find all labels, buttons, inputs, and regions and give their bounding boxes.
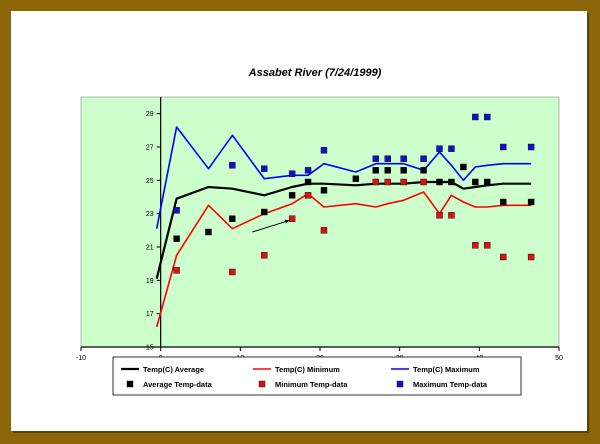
- legend-label-temp-c-minimum: Temp(C) Minimum: [275, 365, 340, 374]
- point-maximum-temp-data: [229, 162, 236, 169]
- point-average-temp-data: [352, 175, 360, 182]
- point-minimum-temp-data: [384, 178, 391, 186]
- point-average-temp-data: [527, 198, 535, 206]
- plot-background: [80, 96, 560, 348]
- point-minimum-temp-data: [420, 178, 427, 186]
- point-minimum-temp-data: [400, 178, 407, 186]
- point-minimum-temp-data: [484, 242, 491, 249]
- point-maximum-temp-data: [261, 165, 268, 172]
- point-average-temp-data: [320, 187, 328, 194]
- point-maximum-temp-data: [288, 170, 296, 177]
- point-average-temp-data: [460, 163, 467, 171]
- point-average-temp-data: [500, 198, 507, 206]
- legend-label-minimum-temp-data: Minimum Temp-data: [275, 380, 348, 389]
- x-tick-label: 50: [555, 355, 563, 362]
- point-average-temp-data: [173, 235, 180, 242]
- legend-label-maximum-temp-data: Maximum Temp-data: [413, 380, 488, 389]
- annotation-arrow: [252, 219, 290, 233]
- point-average-temp-data: [472, 178, 479, 186]
- point-average-temp-data: [436, 178, 443, 186]
- point-average-temp-data: [420, 167, 427, 174]
- legend-label-temp-c-average: Temp(C) Average: [143, 365, 204, 374]
- point-maximum-temp-data: [320, 147, 328, 154]
- point-average-temp-data: [448, 178, 455, 186]
- point-minimum-temp-data: [436, 212, 443, 219]
- legend-swatch-average-temp-data: [126, 380, 134, 388]
- point-maximum-temp-data: [527, 143, 535, 151]
- point-minimum-temp-data: [320, 227, 328, 234]
- point-minimum-temp-data: [448, 212, 455, 219]
- legend-swatch-minimum-temp-data: [258, 380, 266, 388]
- y-tick-label: 23: [146, 211, 154, 218]
- point-minimum-temp-data: [288, 215, 296, 222]
- point-minimum-temp-data: [472, 242, 479, 249]
- point-maximum-temp-data: [173, 207, 180, 214]
- y-tick-label: 21: [146, 245, 154, 252]
- point-maximum-temp-data: [436, 145, 443, 152]
- chart-svg: Assabet River (7/24/1999) 15 17 19 21 23 25 27…: [76, 67, 563, 396]
- x-tick-label: -10: [76, 355, 86, 362]
- point-maximum-temp-data: [400, 155, 407, 162]
- y-tick-label: 19: [146, 278, 154, 285]
- point-average-temp-data: [205, 228, 212, 236]
- point-maximum-temp-data: [304, 167, 312, 174]
- series-line-temp-c-maximum: [155, 126, 532, 229]
- legend-swatch-maximum-temp-data: [396, 380, 404, 388]
- point-minimum-temp-data: [173, 267, 180, 274]
- point-minimum-temp-data: [500, 253, 507, 261]
- y-tick-label: 27: [146, 145, 154, 152]
- legend-box: [112, 356, 522, 396]
- point-maximum-temp-data: [500, 143, 507, 151]
- point-average-temp-data: [304, 178, 312, 186]
- point-maximum-temp-data: [372, 155, 379, 162]
- point-minimum-temp-data: [304, 192, 312, 199]
- annotation-arrowhead: [284, 219, 290, 224]
- point-average-temp-data: [372, 167, 379, 174]
- series-line-temp-c-minimum: [155, 191, 532, 328]
- point-maximum-temp-data: [384, 155, 391, 162]
- point-maximum-temp-data: [420, 155, 427, 162]
- point-minimum-temp-data: [527, 253, 535, 261]
- point-maximum-temp-data: [484, 113, 491, 121]
- y-tick-label: 25: [146, 178, 154, 185]
- chart-area: Assabet River (7/24/1999) 15 17 19 21 23 25 27…: [49, 61, 581, 411]
- point-average-temp-data: [261, 208, 268, 216]
- point-average-temp-data: [384, 167, 391, 174]
- point-minimum-temp-data: [261, 252, 268, 259]
- legend-label-average-temp-data: Average Temp-data: [143, 380, 213, 389]
- point-average-temp-data: [400, 167, 407, 174]
- point-maximum-temp-data: [448, 145, 455, 152]
- y-tick-label: 17: [146, 311, 154, 318]
- point-maximum-temp-data: [472, 113, 479, 121]
- y-tick-label: 15: [146, 345, 154, 352]
- point-average-temp-data: [229, 215, 236, 222]
- point-minimum-temp-data: [229, 268, 236, 276]
- legend: Temp(C) Average Temp(C) Minimum Temp(C) Ma…: [112, 356, 522, 396]
- point-average-temp-data: [288, 192, 296, 199]
- chart-title: Assabet River (7/24/1999): [248, 67, 382, 79]
- point-minimum-temp-data: [372, 178, 379, 186]
- y-tick-label: 29: [146, 111, 154, 118]
- slide: Assabet River (7/24/1999) 15 17 19 21 23 25 27…: [11, 11, 587, 431]
- legend-label-temp-c-maximum: Temp(C) Maximum: [413, 365, 480, 374]
- point-average-temp-data: [484, 178, 491, 186]
- series-line-temp-c-average: [155, 180, 532, 279]
